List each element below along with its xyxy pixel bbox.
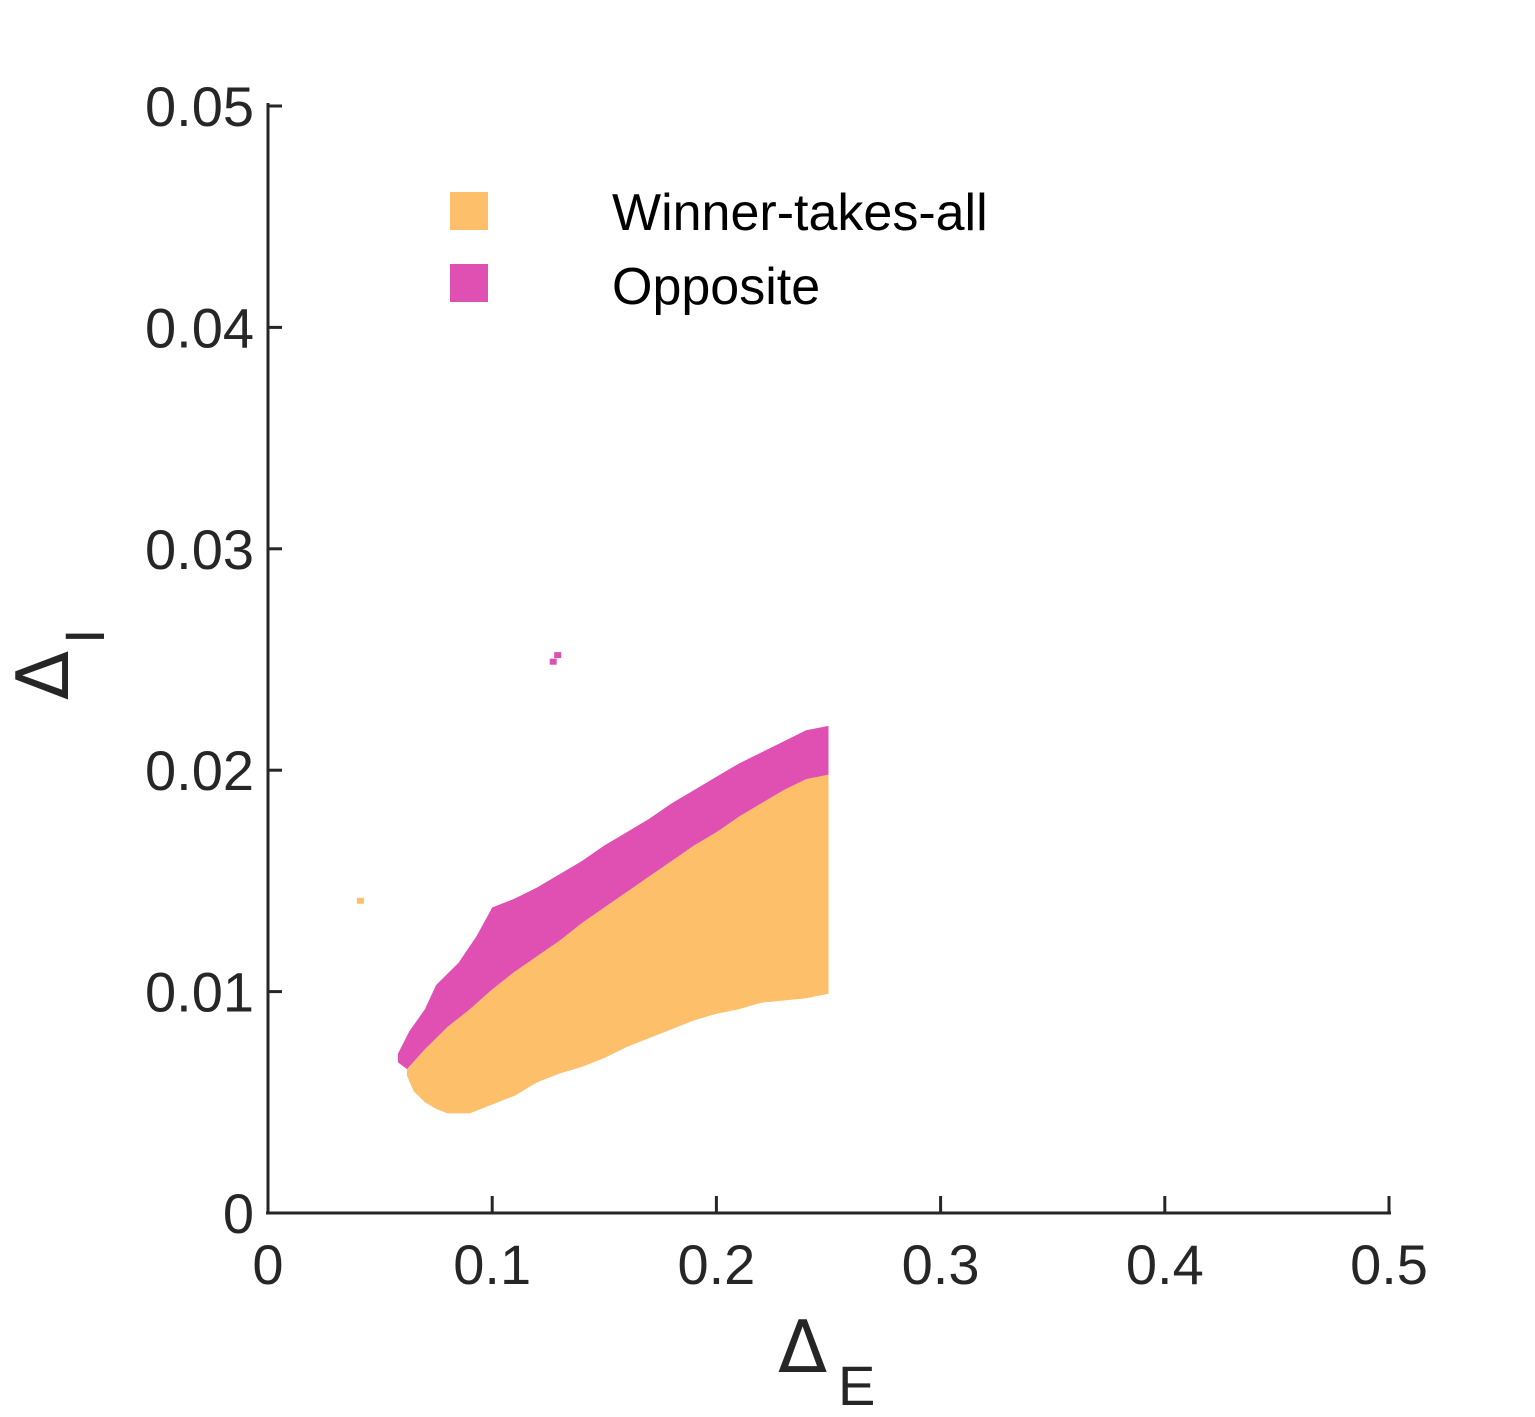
legend: Winner-takes-all Opposite — [450, 184, 988, 316]
x-axis-label-subscript: E — [838, 1354, 875, 1417]
y-tick-label: 0.01 — [145, 961, 254, 1024]
x-tick-label: 0.3 — [902, 1233, 980, 1296]
x-ticks: 0 0.1 0.2 0.3 0.4 0.5 — [252, 1196, 1428, 1296]
region-winner-takes-all-speck — [356, 897, 364, 904]
legend-label-winner-takes-all: Winner-takes-all — [612, 184, 988, 242]
legend-label-opposite: Opposite — [612, 258, 820, 316]
y-axis-label-subscript: I — [53, 628, 116, 644]
axes — [266, 103, 1391, 1215]
y-ticks: 0 0.01 0.02 0.03 0.04 0.05 — [145, 75, 282, 1245]
x-axis-label-symbol: Δ — [778, 1305, 827, 1389]
y-axis-label: Δ I — [1, 628, 116, 700]
plot-regions — [356, 652, 829, 1114]
x-tick-label: 0 — [252, 1233, 283, 1296]
x-tick-label: 0.1 — [453, 1233, 531, 1296]
region-opposite-speck — [549, 658, 557, 665]
x-tick-label: 0.4 — [1126, 1233, 1204, 1296]
y-tick-label: 0.04 — [145, 296, 254, 359]
y-tick-label: 0.05 — [145, 75, 254, 138]
y-axis-label-symbol: Δ — [1, 651, 85, 700]
y-tick-label: 0.02 — [145, 739, 254, 802]
legend-swatch-opposite — [450, 264, 488, 302]
region-opposite — [398, 725, 829, 1070]
x-axis-label: Δ E — [778, 1305, 875, 1417]
x-tick-label: 0.2 — [677, 1233, 755, 1296]
x-tick-label: 0.5 — [1350, 1233, 1428, 1296]
legend-swatch-winner-takes-all — [450, 192, 488, 230]
y-tick-label: 0.03 — [145, 518, 254, 581]
region-opposite-speck — [554, 652, 562, 659]
y-tick-label: 0 — [223, 1182, 254, 1245]
region-winner-takes-all — [407, 774, 829, 1114]
